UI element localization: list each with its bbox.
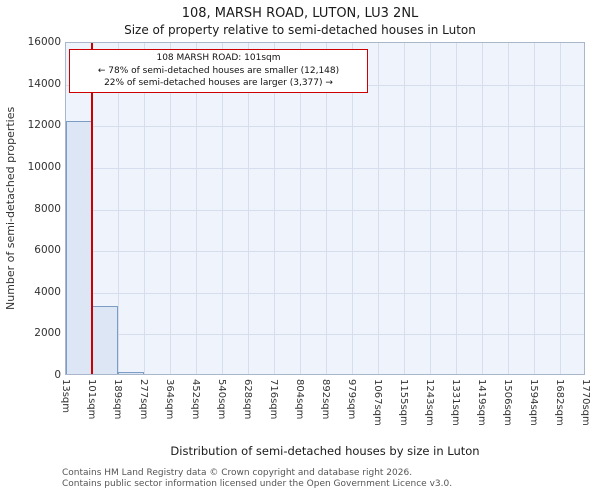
x-tick-label: 189sqm <box>112 379 123 420</box>
y-tick-label: 14000 <box>27 77 61 90</box>
x-tick-label: 1770sqm <box>580 379 591 426</box>
y-tick-label: 16000 <box>27 36 61 48</box>
y-tick-label: 10000 <box>27 160 61 173</box>
histogram-bar <box>92 305 118 374</box>
x-tick-label: 716sqm <box>268 379 279 420</box>
x-tick-label: 1594sqm <box>528 379 539 426</box>
x-tick-label: 540sqm <box>216 379 227 420</box>
y-tick-label: 0 <box>54 369 61 381</box>
gridline-vertical <box>560 43 561 374</box>
gridline-vertical <box>404 43 405 374</box>
gridline-vertical <box>300 43 301 374</box>
x-tick-label: 1155sqm <box>398 379 409 426</box>
gridline-vertical <box>196 43 197 374</box>
y-axis-label: Number of semi-detached properties <box>4 106 17 311</box>
gridline-vertical <box>222 43 223 374</box>
y-tick-label: 4000 <box>34 285 61 298</box>
chart-title: 108, MARSH ROAD, LUTON, LU3 2NL <box>181 6 419 21</box>
gridline-vertical <box>378 43 379 374</box>
histogram-bar <box>66 121 92 374</box>
gridline-vertical <box>118 43 119 374</box>
y-tick-label: 6000 <box>34 244 61 257</box>
gridline-horizontal <box>66 209 584 211</box>
x-tick-label: 1506sqm <box>502 379 513 426</box>
annotation-smaller-line: ← 78% of semi-detached houses are smalle… <box>97 65 340 76</box>
x-tick-label: 1682sqm <box>554 379 565 426</box>
gridline-horizontal <box>66 126 584 128</box>
gridline-vertical <box>430 43 431 374</box>
x-tick-label: 804sqm <box>294 379 305 420</box>
attribution-footer: Contains HM Land Registry data © Crown c… <box>62 468 590 490</box>
x-tick-label: 1243sqm <box>424 379 435 426</box>
gridline-vertical <box>482 43 483 374</box>
gridline-vertical <box>352 43 353 374</box>
footer-line-1: Contains HM Land Registry data © Crown c… <box>62 468 413 478</box>
property-size-marker-line <box>91 43 93 374</box>
x-tick-label: 13sqm <box>60 379 71 414</box>
gridline-horizontal <box>66 251 584 253</box>
gridline-vertical <box>170 43 171 374</box>
x-tick-label: 364sqm <box>164 379 175 420</box>
gridline-vertical <box>534 43 535 374</box>
x-tick-label: 1419sqm <box>476 379 487 426</box>
gridline-vertical <box>248 43 249 374</box>
y-tick-label: 12000 <box>27 119 61 132</box>
x-tick-label: 892sqm <box>320 379 331 420</box>
footer-line-2: Contains public sector information licen… <box>62 479 453 489</box>
x-tick-label: 628sqm <box>242 379 253 420</box>
annotation-box: 108 MARSH ROAD: 101sqm ← 78% of semi-det… <box>69 49 368 93</box>
gridline-vertical <box>274 43 275 374</box>
gridline-vertical <box>456 43 457 374</box>
annotation-larger-line: 22% of semi-detached houses are larger (… <box>104 78 333 88</box>
y-tick-label: 8000 <box>34 202 61 215</box>
gridline-horizontal <box>66 292 584 294</box>
chart-subtitle: Size of property relative to semi-detach… <box>124 23 476 37</box>
gridline-horizontal <box>66 334 584 336</box>
x-tick-label: 979sqm <box>346 379 357 420</box>
x-axis-label: Distribution of semi-detached houses by … <box>170 444 480 458</box>
gridline-vertical <box>326 43 327 374</box>
gridline-vertical <box>144 43 145 374</box>
gridline-vertical <box>508 43 509 374</box>
gridline-horizontal <box>66 167 584 169</box>
x-tick-label: 1331sqm <box>450 379 461 426</box>
plot-area: 108 MARSH ROAD: 101sqm ← 78% of semi-det… <box>65 42 585 375</box>
x-tick-label: 277sqm <box>138 379 149 420</box>
histogram-bar <box>118 371 144 374</box>
x-tick-label: 1067sqm <box>372 379 383 426</box>
y-tick-label: 2000 <box>34 327 61 340</box>
x-tick-label: 452sqm <box>190 379 201 420</box>
annotation-property-line: 108 MARSH ROAD: 101sqm <box>156 53 281 63</box>
x-tick-label: 101sqm <box>86 379 97 420</box>
